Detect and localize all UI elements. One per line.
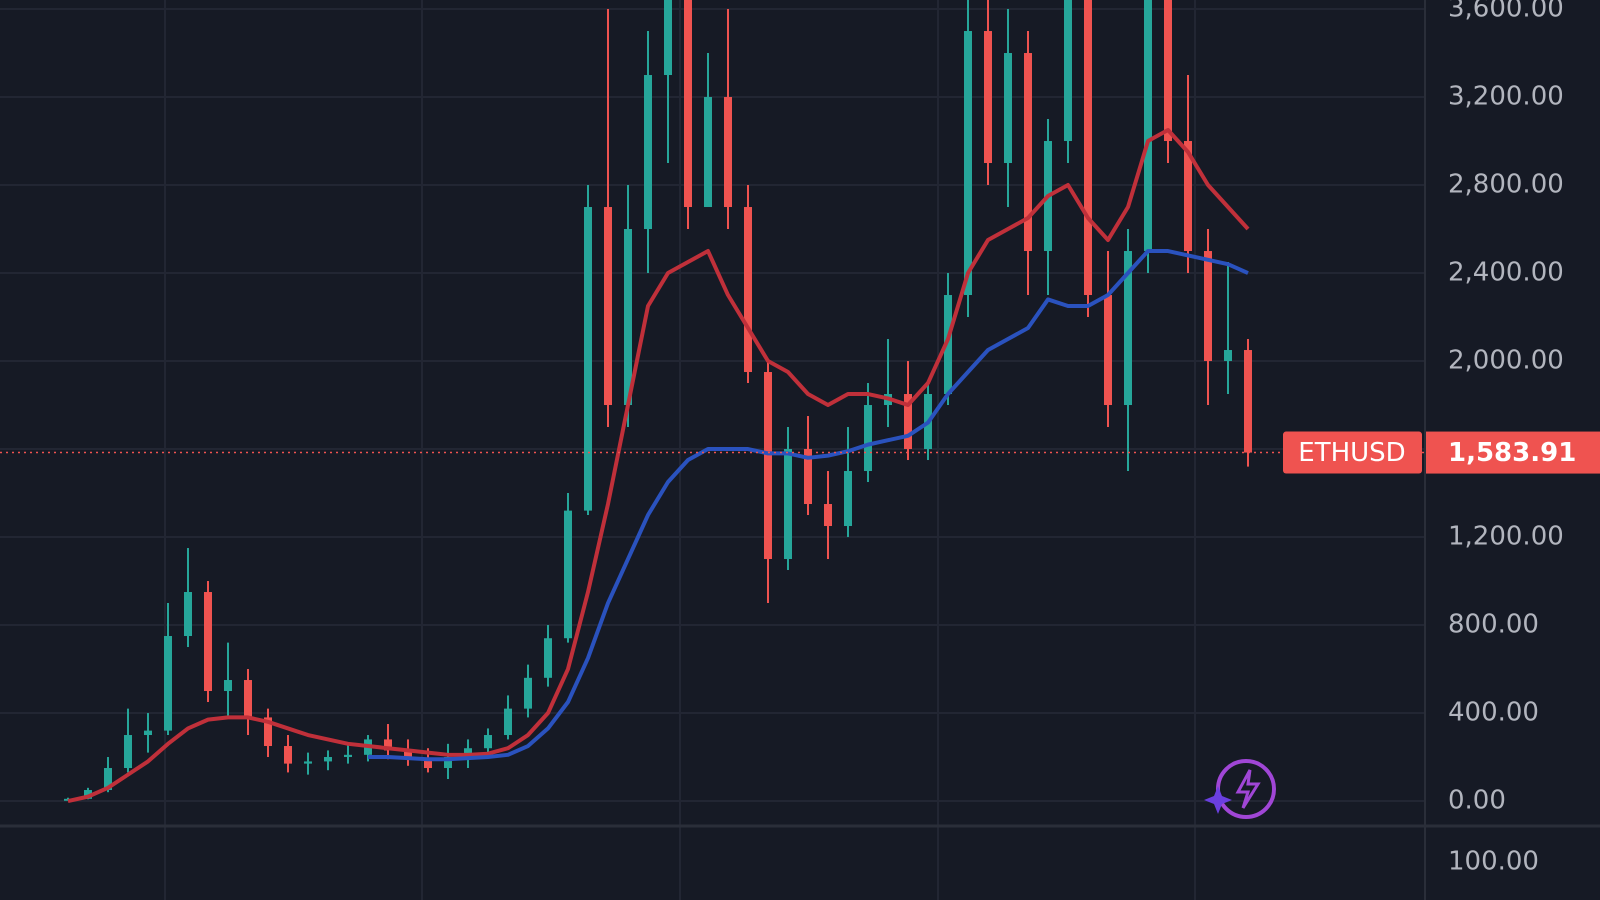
candle-body [904,394,912,450]
candle-body [704,97,712,208]
candle-body [604,207,612,406]
candle-body [684,0,692,208]
candle-body [224,680,232,692]
candle-body [304,761,312,764]
lower-pane-tick-label: 100.00 [1448,847,1539,877]
candle-body [444,757,452,769]
symbol-tag [1283,431,1422,474]
y-axis: 0.00400.00800.001,200.001,600.002,000.00… [1448,0,1564,816]
candle-body [1064,0,1072,142]
candle-body [464,748,472,758]
moving-average [67,128,1250,803]
candle-body [164,636,172,731]
moving-average [368,249,1249,762]
candle-body [824,504,832,527]
candle-body [644,75,652,230]
y-tick-label: 0.00 [1448,786,1506,816]
candle-body [1004,53,1012,164]
candle-body [744,207,752,373]
assistant-icon[interactable] [1204,759,1276,819]
candle-body [764,372,772,560]
y-tick-label: 1,200.00 [1448,522,1564,552]
candle-body [804,449,812,505]
candle-body [944,295,952,395]
candle-body [284,746,292,764]
candle-body [484,735,492,749]
y-tick-label: 2,400.00 [1448,258,1564,288]
y-tick-label: 3,200.00 [1448,82,1564,112]
candle-body [104,768,112,791]
price-tag [1426,431,1600,474]
candle-body [1084,0,1092,296]
y-tick-label: 2,000.00 [1448,346,1564,376]
candle-body [524,677,532,709]
y-tick-label: 3,600.00 [1448,0,1564,24]
candle-body [244,680,252,718]
candle-body [184,592,192,637]
candle-body [1144,0,1152,252]
candle-body [1024,53,1032,252]
candle-body [784,449,792,560]
candle-body [1224,350,1232,362]
candle-body [1164,0,1172,142]
candle-body [504,708,512,736]
candle-body [144,730,152,736]
candle-body [204,592,212,692]
candle-body [864,405,872,472]
candle-body [544,638,552,678]
candle-body [1244,350,1252,453]
symbol-label: ETHUSD [1298,438,1405,468]
candle-body [424,759,432,769]
candle-body [404,750,412,760]
candle-body [584,207,592,511]
candle-body [1184,141,1192,252]
candle-body [724,97,732,208]
price-label: 1,583.91 [1448,438,1576,468]
candle-body [664,0,672,76]
candle-body [844,471,852,527]
candle-body [344,754,352,758]
candle-body [964,31,972,296]
candle-body [564,510,572,639]
candle-body [124,735,132,769]
y-tick-label: 2,800.00 [1448,170,1564,200]
candle-body [384,739,392,751]
candle-body [1124,251,1132,406]
y-tick-label: 400.00 [1448,698,1539,728]
y-tick-label: 800.00 [1448,610,1539,640]
candle-body [1104,295,1112,406]
candle-body [624,229,632,406]
candle-body [984,31,992,164]
candle-body [324,757,332,762]
candle-body [84,790,92,799]
plot-area [0,0,1425,803]
candle-body [1204,251,1212,362]
candle-body [264,717,272,747]
